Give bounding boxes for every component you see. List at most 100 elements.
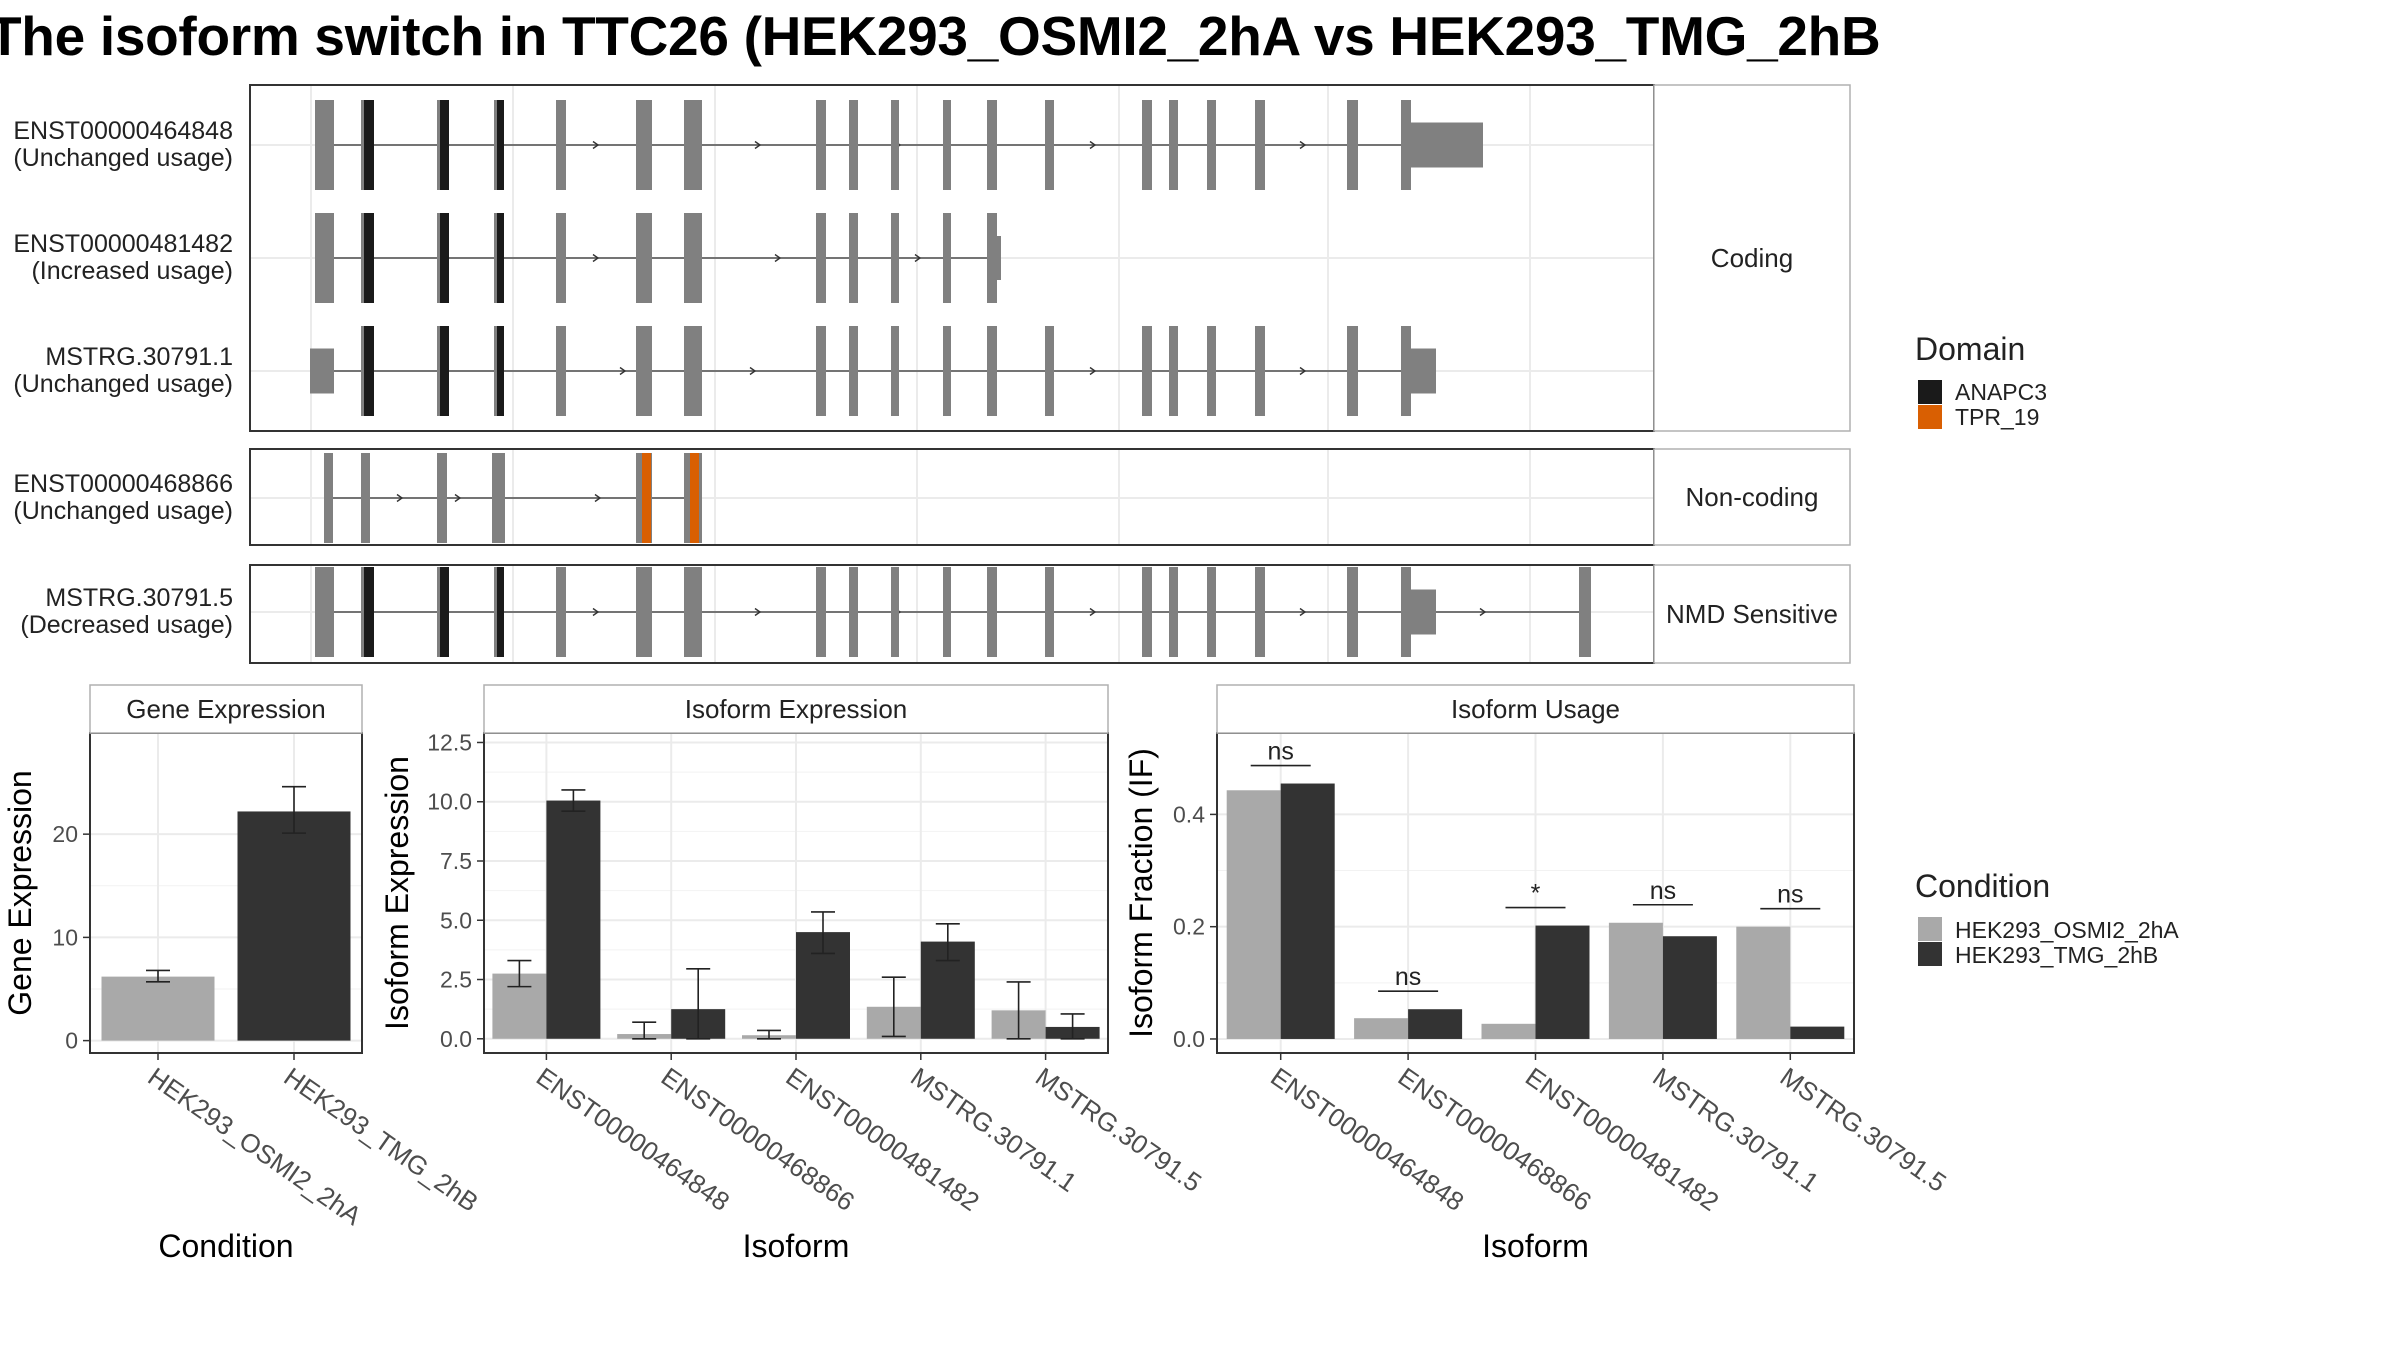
domain-block-anapc3 — [497, 213, 504, 303]
domain-block-anapc3 — [497, 326, 504, 416]
legend-label: TPR_19 — [1955, 404, 2039, 430]
y-tick-label: 2.5 — [440, 967, 472, 993]
legend-label: ANAPC3 — [1955, 379, 2047, 405]
exon-block — [849, 567, 858, 657]
bar — [546, 800, 601, 1039]
exon-block — [684, 326, 702, 416]
direction-arrow — [1089, 366, 1097, 376]
direction-arrow — [1299, 140, 1307, 150]
transcript-label: ENST00000481482 — [13, 230, 233, 258]
significance-label: ns — [1777, 881, 1803, 909]
transcript-status: (Unchanged usage) — [13, 497, 233, 525]
direction-arrow — [774, 253, 782, 263]
domain-block-anapc3 — [440, 326, 449, 416]
direction-arrow — [592, 253, 600, 263]
direction-arrow — [454, 493, 462, 503]
direction-arrow — [754, 140, 762, 150]
exon-block — [816, 567, 826, 657]
x-axis-title: Condition — [158, 1228, 293, 1264]
legend-label: HEK293_OSMI2_2hA — [1955, 917, 2179, 943]
facet-strip — [1653, 564, 1851, 664]
y-tick-label: 0.0 — [440, 1026, 472, 1052]
y-axis-title: Isoform Fraction (IF) — [1123, 748, 1159, 1038]
exon-block — [1169, 326, 1178, 416]
y-tick-label: 0.0 — [1173, 1026, 1205, 1052]
exon-utr-block — [997, 236, 1001, 280]
exon-block — [1401, 326, 1411, 416]
y-tick-label: 12.5 — [427, 729, 472, 755]
x-axis-title: Isoform — [743, 1228, 850, 1264]
domain-block-anapc3 — [497, 567, 504, 657]
exon-block — [1207, 326, 1216, 416]
exon-block — [636, 567, 652, 657]
exon-block — [987, 326, 997, 416]
panel-title: Isoform Expression — [685, 694, 908, 724]
significance-label: ns — [1395, 963, 1421, 991]
direction-arrow — [1479, 607, 1487, 617]
exon-block — [1411, 348, 1436, 394]
x-axis-title: Isoform — [1482, 1228, 1589, 1264]
exon-block — [492, 453, 505, 543]
facet-strip — [1653, 84, 1851, 432]
transcript-status: (Unchanged usage) — [13, 370, 233, 398]
bar — [1354, 1018, 1409, 1039]
domain-block-anapc3 — [364, 213, 374, 303]
exon-block — [891, 326, 899, 416]
exon-block — [987, 213, 997, 303]
exon-block — [1579, 567, 1591, 657]
domain-block-anapc3 — [497, 100, 504, 190]
significance-label: * — [1531, 880, 1541, 908]
exon-block — [1347, 326, 1358, 416]
exon-block — [1255, 100, 1265, 190]
exon-block — [891, 100, 899, 190]
bar — [1408, 1009, 1463, 1039]
facet-strip — [1653, 448, 1851, 546]
y-axis-title: Isoform Expression — [379, 756, 415, 1030]
exon-block — [943, 213, 951, 303]
direction-arrow — [592, 607, 600, 617]
exon-block — [816, 213, 826, 303]
exon-block — [1142, 326, 1152, 416]
exon-block — [943, 326, 951, 416]
direction-arrow — [914, 253, 922, 263]
exon-block — [1207, 100, 1216, 190]
panel-title: Isoform Usage — [1451, 694, 1620, 724]
facet-strip — [89, 684, 363, 734]
bar — [1481, 1023, 1536, 1039]
y-tick-label: 0.2 — [1173, 914, 1205, 940]
significance-label: ns — [1650, 877, 1676, 905]
exon-block — [1142, 100, 1152, 190]
domain-block-anapc3 — [364, 326, 374, 416]
exon-block — [315, 100, 334, 190]
bar — [1226, 790, 1281, 1039]
exon-block — [1401, 100, 1411, 190]
y-tick-label: 5.0 — [440, 907, 472, 933]
exon-block — [987, 567, 997, 657]
exon-block — [891, 213, 899, 303]
bar — [1608, 922, 1663, 1039]
exon-block — [1255, 326, 1265, 416]
direction-arrow — [619, 366, 627, 376]
direction-arrow — [396, 493, 404, 503]
exon-block — [636, 100, 652, 190]
exon-block — [1207, 567, 1216, 657]
y-tick-label: 10 — [52, 924, 78, 950]
chart-title: The isoform switch in TTC26 (HEK293_OSMI… — [0, 5, 1881, 67]
exon-block — [943, 100, 951, 190]
exon-block — [1401, 567, 1411, 657]
exon-block — [1169, 100, 1178, 190]
exon-block — [1169, 567, 1178, 657]
direction-arrow — [1299, 607, 1307, 617]
transcript-label: MSTRG.30791.5 — [45, 584, 233, 612]
significance-label: ns — [1267, 738, 1293, 766]
exon-block — [315, 567, 334, 657]
exon-block — [891, 567, 899, 657]
y-tick-label: 10.0 — [427, 789, 472, 815]
bar — [1662, 936, 1717, 1039]
y-tick-label: 0 — [65, 1028, 78, 1054]
exon-block — [987, 100, 997, 190]
bar — [1736, 926, 1791, 1039]
domain-block-anapc3 — [440, 567, 449, 657]
legend-title: Condition — [1915, 868, 2050, 904]
